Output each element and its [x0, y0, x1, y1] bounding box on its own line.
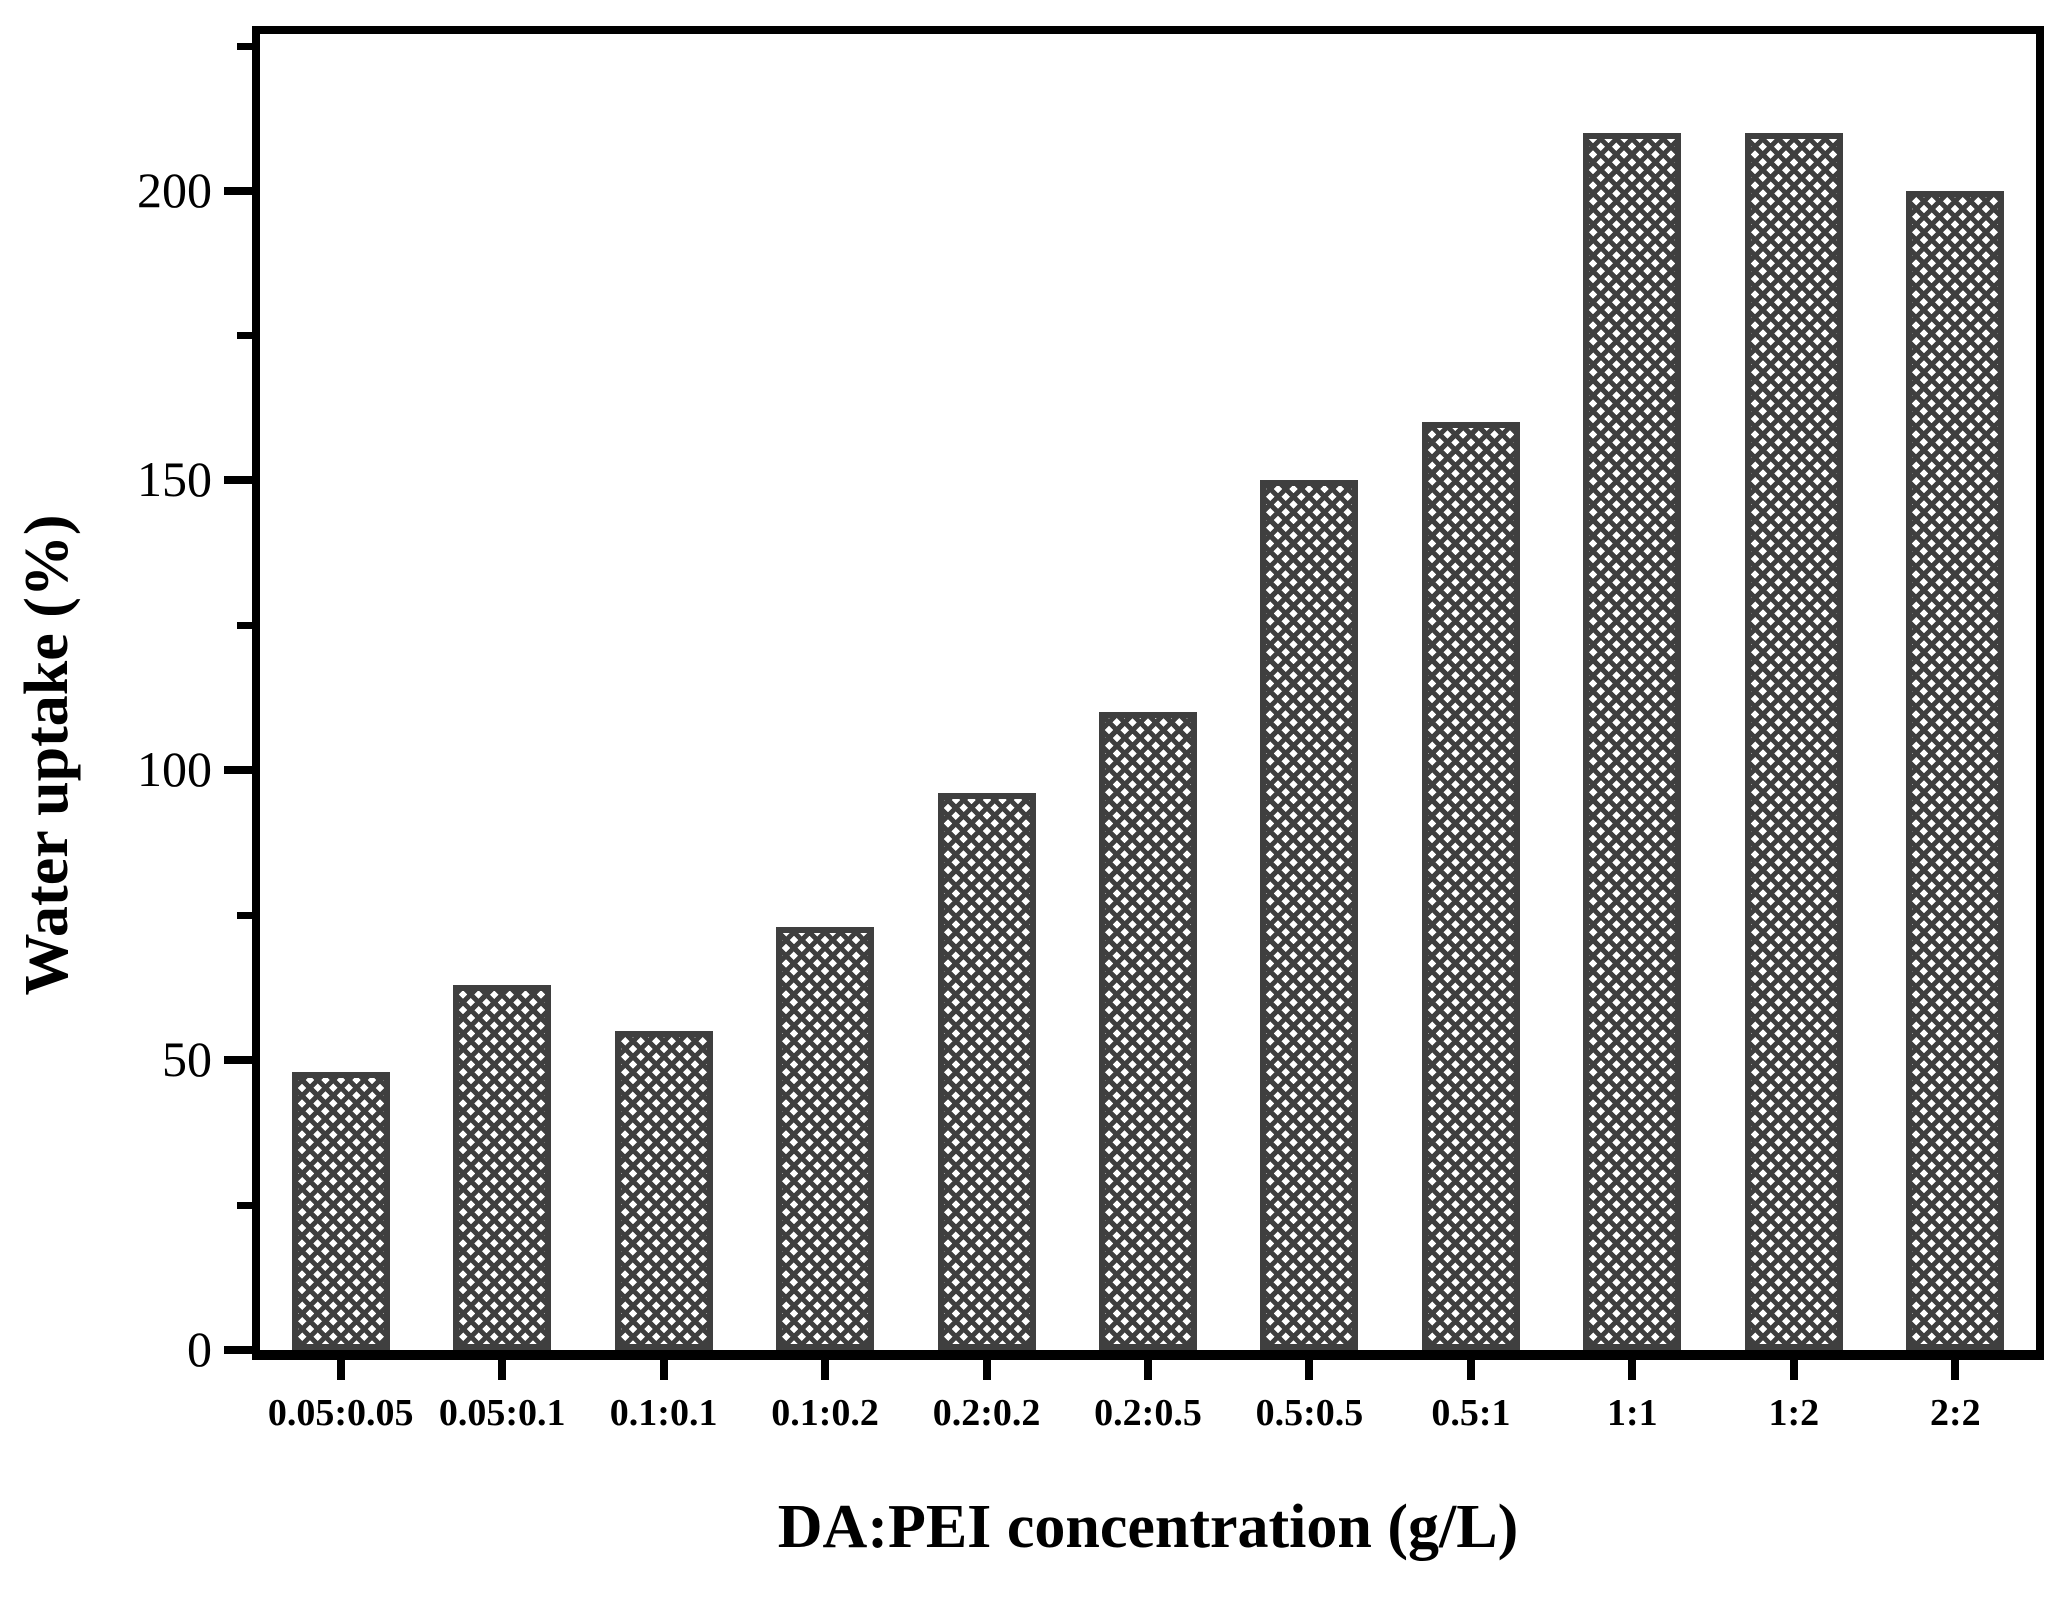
y-axis-major-tick [224, 186, 252, 195]
x-axis-tick [1466, 1350, 1475, 1380]
y-axis-major-tick [224, 1056, 252, 1065]
x-axis-tick [1628, 1350, 1637, 1380]
y-axis-minor-tick [237, 912, 252, 920]
bar-0.2:0.5 [1099, 712, 1197, 1350]
y-axis-minor-tick [237, 622, 252, 630]
x-axis-tick [1789, 1350, 1798, 1380]
y-axis-major-tick [224, 476, 252, 485]
y-axis-minor-tick [237, 332, 252, 340]
x-tick-label: 0.5:0.5 [1255, 1392, 1364, 1434]
y-tick-label: 0 [187, 1321, 212, 1377]
y-axis-major-tick [224, 1346, 252, 1354]
x-tick-label: 0.2:0.5 [1094, 1392, 1202, 1434]
bar-0.05:0.1 [453, 984, 552, 1350]
x-tick-label: 0.5:1 [1431, 1392, 1511, 1434]
x-tick-label: 0.1:0.2 [771, 1392, 879, 1434]
x-axis-tick [498, 1350, 507, 1380]
y-axis-title: Water uptake (%) [13, 514, 81, 996]
y-tick-label: 200 [137, 161, 212, 218]
x-axis-tick [1144, 1350, 1152, 1380]
y-axis-major-tick [224, 766, 252, 775]
y-tick-label: 50 [162, 1031, 212, 1088]
bar-0.05:0.05 [291, 1071, 390, 1350]
x-axis-tick [336, 1350, 345, 1380]
x-axis-tick [982, 1350, 991, 1380]
x-tick-label: 0.2:0.2 [932, 1392, 1041, 1434]
x-axis-tick [821, 1350, 830, 1380]
x-axis-tick [659, 1350, 668, 1380]
y-axis-minor-tick [237, 42, 252, 50]
x-tick-label: 2:2 [1929, 1392, 1981, 1434]
y-axis-minor-tick [237, 1202, 252, 1210]
bar-1:2 [1744, 132, 1843, 1350]
x-axis-tick [1305, 1350, 1314, 1380]
bar-0.1:0.1 [614, 1031, 713, 1350]
bar-0.5:1 [1421, 422, 1520, 1350]
bar-0.2:0.2 [937, 793, 1036, 1350]
x-tick-label: 0.1:0.1 [609, 1392, 718, 1434]
x-tick-label: 0.05:0.1 [438, 1392, 566, 1434]
bar-0.5:0.5 [1260, 480, 1359, 1350]
bar-1:1 [1583, 132, 1682, 1350]
bar-0.1:0.2 [776, 926, 875, 1350]
y-tick-label: 150 [137, 451, 212, 508]
x-axis-title: DA:PEI concentration (g/L) [777, 1493, 1519, 1561]
y-tick-label: 100 [137, 741, 212, 798]
x-axis-tick [1951, 1350, 1960, 1380]
x-tick-label: 1:2 [1768, 1392, 1820, 1434]
x-tick-label: 1:1 [1607, 1392, 1658, 1434]
bar-2:2 [1906, 190, 2005, 1350]
x-tick-label: 0.05:0.05 [267, 1392, 414, 1434]
